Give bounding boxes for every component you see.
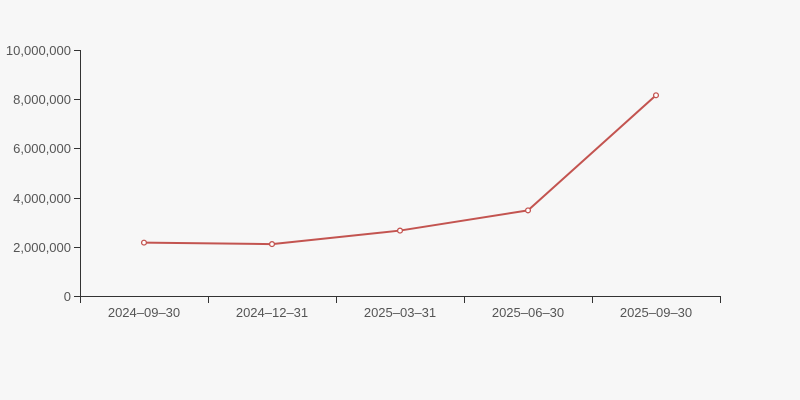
line-series	[143, 94, 657, 246]
x-axis-tick-label: 2025–06–30	[492, 305, 564, 320]
data-point-marker[interactable]	[140, 239, 148, 246]
x-axis-tick-label: 2024–12–31	[236, 305, 308, 320]
y-axis-tick-label: 6,000,000	[13, 141, 71, 156]
x-axis-tick-label: 2024–09–30	[108, 305, 180, 320]
y-axis-tick-label: 4,000,000	[13, 191, 71, 206]
y-axis-tick-label: 10,000,000	[6, 43, 71, 58]
data-point-marker[interactable]	[652, 92, 660, 99]
data-point-marker[interactable]	[268, 241, 276, 248]
y-axis-tick-label: 2,000,000	[13, 240, 71, 255]
x-axis-tick-label: 2025–09–30	[620, 305, 692, 320]
x-axis-tick-label: 2025–03–31	[364, 305, 436, 320]
data-point-marker[interactable]	[524, 207, 532, 214]
data-point-marker[interactable]	[396, 227, 404, 234]
y-axis-tick-label: 8,000,000	[13, 92, 71, 107]
y-axis-tick-label: 0	[64, 289, 71, 304]
